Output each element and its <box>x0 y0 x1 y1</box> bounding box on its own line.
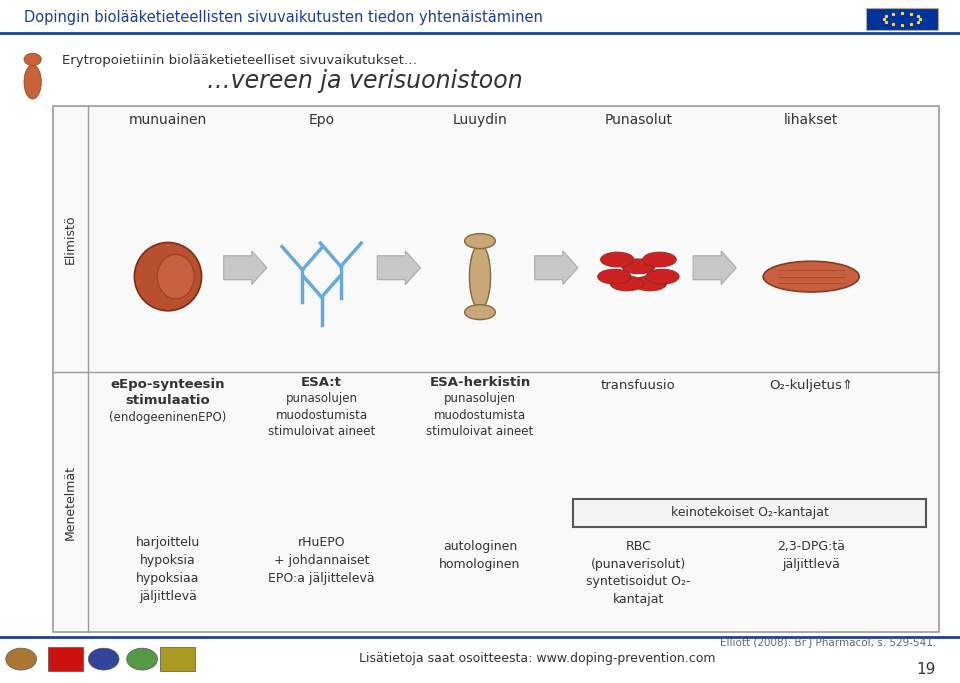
Text: harjoittelu: harjoittelu <box>136 536 200 550</box>
Text: homologinen: homologinen <box>440 557 520 571</box>
Ellipse shape <box>465 305 495 320</box>
Ellipse shape <box>597 269 632 284</box>
Circle shape <box>88 648 119 670</box>
Circle shape <box>6 648 36 670</box>
Text: munuainen: munuainen <box>129 113 207 126</box>
Text: keinotekoiset O₂-kantajat: keinotekoiset O₂-kantajat <box>671 506 828 520</box>
Bar <box>866 8 938 30</box>
Ellipse shape <box>157 255 194 299</box>
Text: hypoksiaa: hypoksiaa <box>136 572 200 585</box>
Ellipse shape <box>646 269 680 284</box>
Text: eEpo-synteesin: eEpo-synteesin <box>110 378 226 391</box>
Text: muodostumista: muodostumista <box>434 408 526 422</box>
Ellipse shape <box>601 252 634 267</box>
Text: + johdannaiset: + johdannaiset <box>274 554 370 568</box>
Text: Elimistö: Elimistö <box>64 214 77 264</box>
Ellipse shape <box>622 259 655 274</box>
Bar <box>573 499 926 527</box>
Text: Dopingin biolääketieteellisten sivuvaikutusten tiedon yhtenäistäminen: Dopingin biolääketieteellisten sivuvaiku… <box>24 10 542 25</box>
Ellipse shape <box>469 245 491 309</box>
Text: Erytropoietiinin biolääketieteelliset sivuvaikutukset…: Erytropoietiinin biolääketieteelliset si… <box>62 53 418 67</box>
Text: stimulaatio: stimulaatio <box>126 394 210 408</box>
Text: O₂-kuljetus⇑: O₂-kuljetus⇑ <box>769 378 853 392</box>
Text: jäljittlevä: jäljittlevä <box>139 589 197 603</box>
FancyArrow shape <box>224 251 267 284</box>
Text: hypoksia: hypoksia <box>140 554 196 568</box>
Ellipse shape <box>634 276 666 291</box>
Text: muodostumista: muodostumista <box>276 408 368 422</box>
Text: punasolujen: punasolujen <box>444 392 516 406</box>
Text: ESA:t: ESA:t <box>301 376 342 389</box>
Text: stimuloivat aineet: stimuloivat aineet <box>426 425 534 438</box>
Text: 19: 19 <box>917 662 936 677</box>
Text: punasolujen: punasolujen <box>286 392 357 406</box>
Text: transfuusio: transfuusio <box>601 378 676 392</box>
Text: Luuydin: Luuydin <box>452 113 508 126</box>
Text: stimuloivat aineet: stimuloivat aineet <box>268 425 375 438</box>
Text: …vereen ja verisuonistoon: …vereen ja verisuonistoon <box>207 68 522 93</box>
Circle shape <box>127 648 157 670</box>
Bar <box>160 647 195 671</box>
Text: (endogeeninenEPO): (endogeeninenEPO) <box>109 410 227 424</box>
Text: lihakset: lihakset <box>784 113 838 126</box>
Ellipse shape <box>24 65 41 99</box>
Text: 2,3-DPG:tä: 2,3-DPG:tä <box>778 540 845 553</box>
Text: kantajat: kantajat <box>612 593 664 607</box>
Text: (punaverisolut): (punaverisolut) <box>590 557 686 571</box>
Text: Punasolut: Punasolut <box>605 113 672 126</box>
Text: syntetisoidut O₂-: syntetisoidut O₂- <box>587 575 690 589</box>
Ellipse shape <box>763 261 859 292</box>
Text: jäljittlevä: jäljittlevä <box>782 557 840 571</box>
FancyArrow shape <box>377 251 420 284</box>
FancyArrow shape <box>535 251 578 284</box>
Text: Lisätietoja saat osoitteesta: www.doping-prevention.com: Lisätietoja saat osoitteesta: www.doping… <box>359 652 716 665</box>
Text: Epo: Epo <box>308 113 335 126</box>
Circle shape <box>24 53 41 66</box>
Ellipse shape <box>643 252 677 267</box>
Text: ESA-herkistin: ESA-herkistin <box>429 376 531 389</box>
Ellipse shape <box>134 242 202 311</box>
Text: Menetelmät: Menetelmät <box>64 464 77 540</box>
Text: autologinen: autologinen <box>443 540 517 553</box>
Ellipse shape <box>465 234 495 249</box>
Text: rHuEPO: rHuEPO <box>298 536 346 550</box>
Text: RBC: RBC <box>626 540 651 553</box>
Bar <box>48 647 83 671</box>
Text: Elliott (2008): Br J Pharmacol, s. 529-541.: Elliott (2008): Br J Pharmacol, s. 529-5… <box>720 639 936 648</box>
Text: EPO:a jäljittelevä: EPO:a jäljittelevä <box>268 572 375 585</box>
FancyArrow shape <box>693 251 736 284</box>
Bar <box>53 106 939 632</box>
Ellipse shape <box>611 276 643 291</box>
